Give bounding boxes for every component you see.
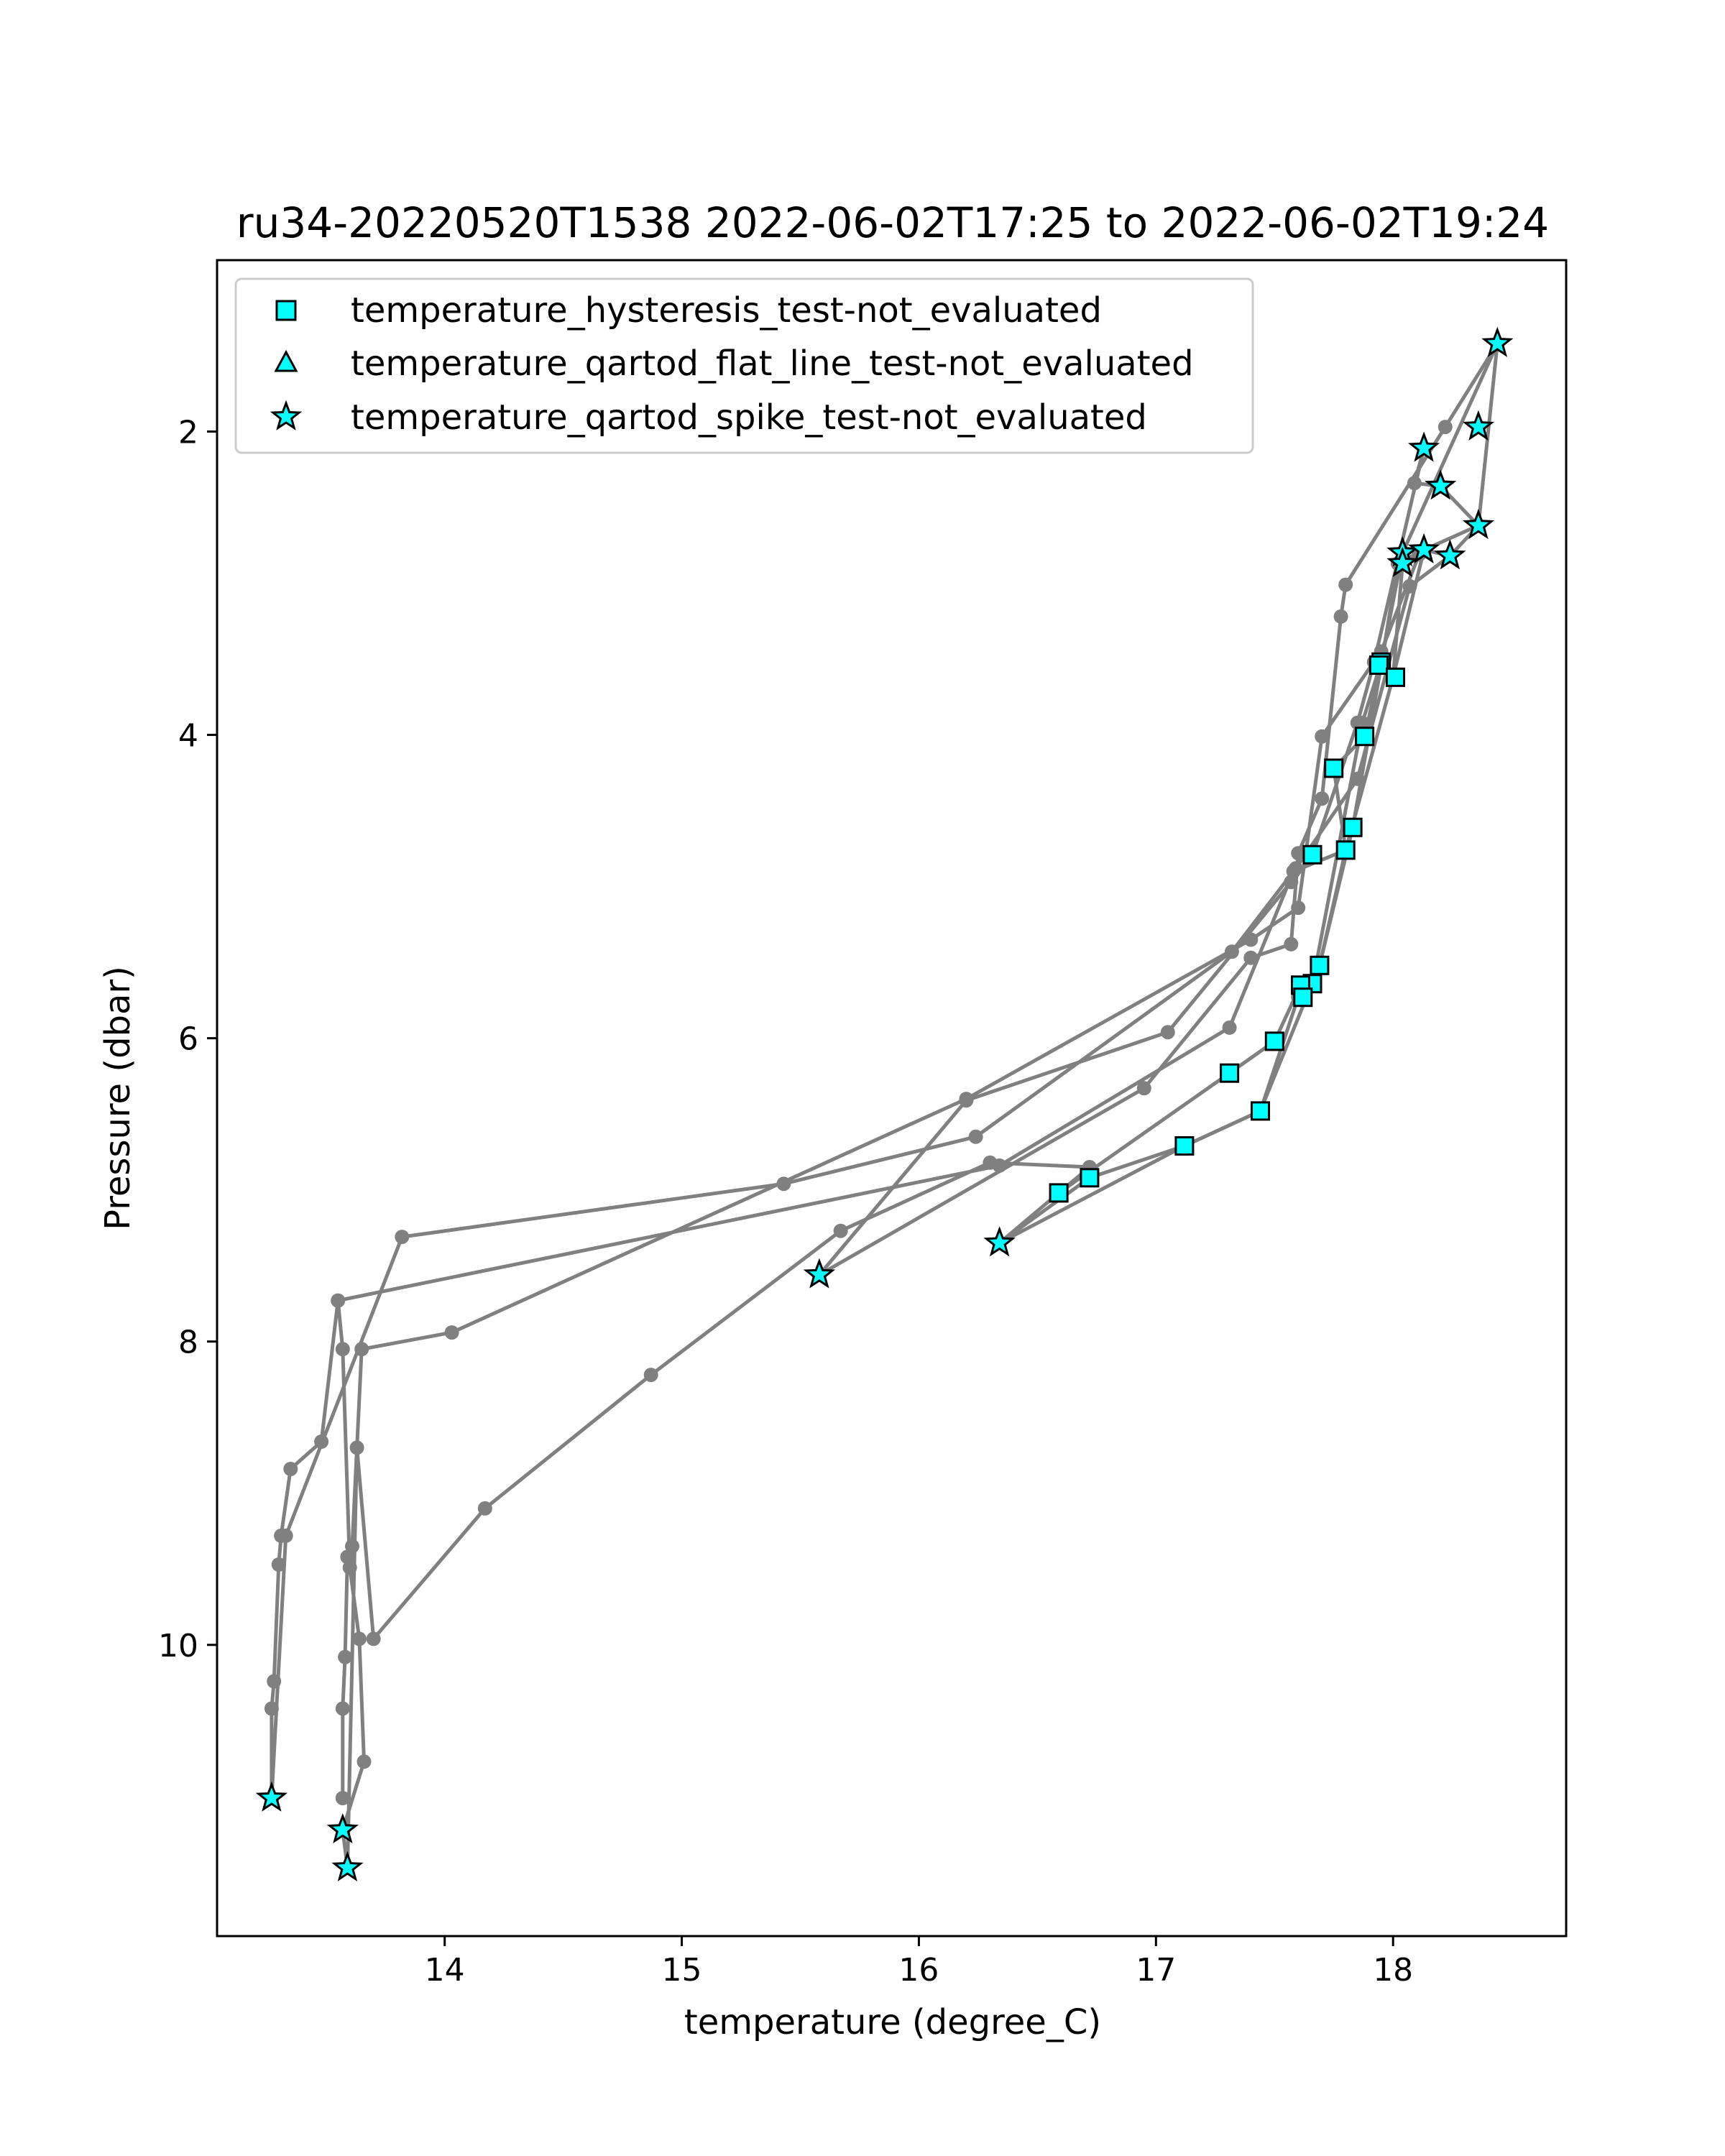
legend-label-spike: temperature_qartod_spike_test-not_evalua…	[351, 397, 1147, 438]
profile-point	[1407, 476, 1422, 491]
spike-marker	[1462, 509, 1495, 540]
x-tick-label: 14	[425, 1952, 465, 1989]
profile-point	[1222, 1020, 1237, 1035]
hysteresis-marker	[1302, 844, 1322, 865]
hysteresis-marker	[1293, 987, 1313, 1008]
profile-point	[1333, 609, 1348, 624]
profile-point	[444, 1325, 459, 1340]
profile-point	[643, 1368, 658, 1383]
hysteresis-marker	[1355, 727, 1375, 747]
profile-point	[833, 1223, 848, 1238]
data-markers	[255, 326, 1514, 1881]
y-tick-label: 8	[178, 1325, 198, 1361]
profile-point	[1284, 936, 1299, 952]
hysteresis-marker	[1368, 655, 1389, 675]
hysteresis-marker	[1251, 1101, 1270, 1121]
profile-point	[335, 1791, 350, 1805]
spike-marker	[1425, 469, 1457, 500]
profile-point	[1355, 715, 1370, 730]
profile-point	[1438, 420, 1453, 435]
y-axis-label: Pressure (dbar)	[98, 966, 138, 1230]
profile-point	[1338, 577, 1353, 592]
profile-line-11	[336, 1300, 366, 1831]
profile-point	[1315, 791, 1330, 806]
x-tick-label: 18	[1373, 1952, 1413, 1989]
profile-point	[366, 1631, 381, 1646]
legend-triangle-marker	[274, 349, 298, 372]
y-tick-label: 4	[178, 718, 198, 755]
spike-marker	[1386, 546, 1419, 577]
hysteresis-marker	[1049, 1183, 1069, 1203]
spike-marker	[983, 1226, 1016, 1257]
y-axis: 2 4 6 8 10	[158, 414, 217, 1664]
y-tick-label: 10	[158, 1628, 198, 1664]
spike-marker	[1407, 533, 1440, 563]
profile-point	[335, 1342, 350, 1357]
profile-point	[349, 1440, 364, 1455]
spike-marker	[255, 1781, 288, 1812]
profile-point	[331, 1293, 346, 1308]
profile-point	[1243, 950, 1259, 965]
x-axis: 14 15 16 17 18	[425, 1936, 1413, 1989]
profile-point	[1243, 932, 1259, 947]
profile-point	[1160, 1025, 1175, 1040]
profile-point	[338, 1649, 353, 1664]
profile-point	[1315, 729, 1330, 744]
profile-point	[335, 1701, 350, 1716]
plot-area-frame	[216, 259, 1568, 1938]
legend-label-hysteresis: temperature_hysteresis_test-not_evaluate…	[351, 290, 1102, 331]
spike-marker	[1434, 539, 1466, 570]
profile-point	[283, 1462, 298, 1476]
profile-line-10	[998, 548, 1450, 1245]
profile-point	[1136, 1081, 1151, 1096]
hysteresis-marker	[1080, 1168, 1100, 1188]
profile-point	[959, 1092, 974, 1107]
hysteresis-marker	[1343, 817, 1363, 837]
hysteresis-marker	[1220, 1063, 1240, 1083]
x-tick-label: 17	[1136, 1952, 1176, 1989]
profile-point	[395, 1230, 410, 1245]
profile-point	[342, 1560, 357, 1575]
hysteresis-marker	[1335, 840, 1356, 860]
hysteresis-marker	[1264, 1031, 1284, 1051]
legend-label-flat-line: temperature_qartod_flat_line_test-not_ev…	[351, 344, 1194, 384]
hysteresis-marker	[1324, 758, 1344, 778]
hysteresis-marker	[1386, 667, 1405, 687]
x-tick-label: 16	[898, 1952, 939, 1989]
profile-point	[354, 1342, 369, 1357]
profile-point	[351, 1631, 367, 1646]
profile-point	[968, 1129, 983, 1144]
profile-point	[983, 1155, 998, 1170]
spike-marker	[803, 1258, 836, 1289]
legend: temperature_hysteresis_test-not_evaluate…	[234, 277, 1254, 454]
profile-point	[278, 1528, 293, 1543]
chart-title: ru34-20220520T1538 2022-06-02T17:25 to 2…	[236, 198, 1549, 247]
spike-marker	[1481, 326, 1514, 357]
spike-marker	[1462, 410, 1495, 441]
hysteresis-marker	[1310, 955, 1330, 975]
hysteresis-marker	[1174, 1136, 1195, 1156]
legend-star-marker	[270, 400, 303, 430]
legend-square-marker	[275, 300, 297, 321]
x-axis-label: temperature (degree_C)	[684, 2002, 1101, 2042]
spike-marker	[326, 1813, 359, 1844]
spike-marker	[1407, 431, 1440, 462]
legend-frame	[234, 277, 1254, 454]
x-tick-label: 15	[662, 1952, 702, 1989]
spike-marker	[331, 1851, 364, 1881]
y-tick-label: 6	[178, 1021, 198, 1058]
profile-point	[477, 1501, 492, 1516]
profile-point	[356, 1754, 372, 1769]
profile-point	[1291, 900, 1306, 916]
y-tick-label: 2	[178, 414, 198, 451]
profile-point	[1288, 861, 1303, 876]
profile-line-9	[341, 1161, 1092, 1870]
